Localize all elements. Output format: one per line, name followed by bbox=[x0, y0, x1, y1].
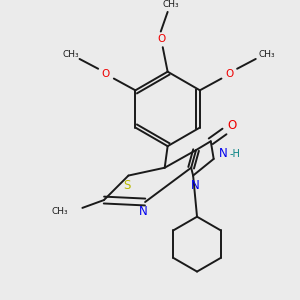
Text: S: S bbox=[123, 179, 130, 192]
Text: O: O bbox=[158, 34, 166, 44]
Text: -H: -H bbox=[230, 149, 241, 159]
Text: N: N bbox=[139, 205, 148, 218]
Text: N: N bbox=[219, 148, 228, 160]
Text: O: O bbox=[102, 69, 110, 79]
Text: CH₃: CH₃ bbox=[51, 207, 68, 216]
Text: CH₃: CH₃ bbox=[162, 0, 179, 9]
Text: O: O bbox=[228, 119, 237, 132]
Text: O: O bbox=[225, 69, 233, 79]
Text: CH₃: CH₃ bbox=[258, 50, 275, 58]
Text: CH₃: CH₃ bbox=[62, 50, 79, 58]
Text: N: N bbox=[191, 179, 200, 192]
